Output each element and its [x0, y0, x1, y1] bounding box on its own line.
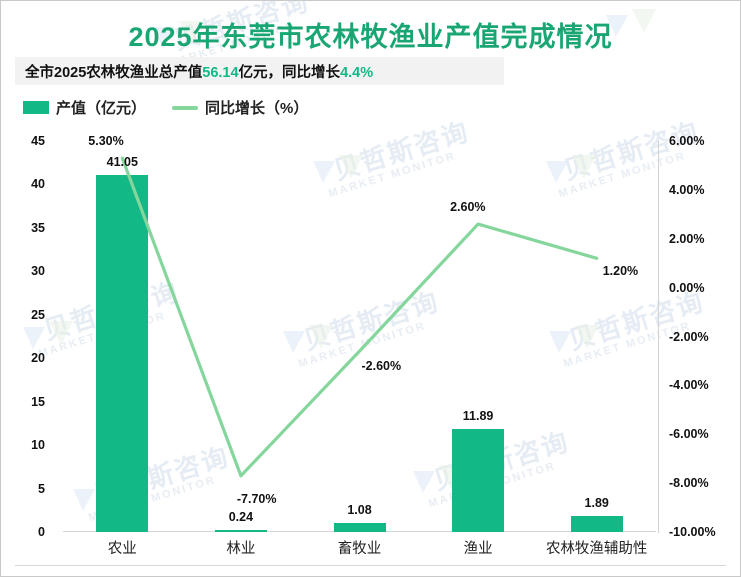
- right-axis-tick: 4.00%: [669, 182, 705, 197]
- growth-value-label: -2.60%: [361, 359, 402, 374]
- legend-line-swatch-icon: [172, 105, 199, 110]
- right-axis-tick: -4.00%: [669, 378, 709, 393]
- growth-line-series: [120, 156, 599, 478]
- growth-value-label: -7.70%: [236, 491, 277, 506]
- growth-value-label: 2.60%: [450, 200, 486, 215]
- left-axis-tick: 25: [31, 307, 45, 322]
- right-axis-tick: 0.00%: [669, 280, 705, 295]
- bar-value-label: 0.24: [228, 509, 254, 524]
- bar-value-label: 11.89: [462, 408, 494, 423]
- legend-item-bar[interactable]: 产值（亿元）: [23, 97, 146, 118]
- legend-bar-swatch-icon: [23, 101, 49, 114]
- left-axis-tick: 45: [31, 134, 45, 148]
- bar-畜牧业[interactable]: [333, 522, 386, 532]
- left-axis-tick: 15: [31, 394, 45, 409]
- left-axis-tick: 20: [31, 351, 45, 366]
- left-axis-tick: 30: [31, 264, 45, 279]
- bar-林业[interactable]: [214, 529, 267, 532]
- plot-area: 41.05 0.24 1.08 11.89 1.89 5.30% -7.70% -2.60% 2…: [63, 134, 656, 532]
- bar-value-label: 1.08: [347, 502, 372, 517]
- bar-value-label: 1.89: [584, 495, 609, 510]
- x-axis-label-畜牧业: 畜牧业: [337, 541, 382, 557]
- legend-label-bar: 产值（亿元）: [56, 100, 147, 117]
- x-axis-label-农林牧渔辅助性: 农林牧渔辅助性: [545, 541, 648, 557]
- x-axis-labels: 农业 林业 畜牧业 渔业 农林牧渔辅助性: [63, 537, 656, 567]
- growth-line-path: [120, 156, 599, 478]
- growth-value-label: 5.30%: [88, 134, 124, 149]
- subtitle-text: 全市2025农林牧渔业总产值56.14亿元，同比增长4.4%: [25, 61, 373, 82]
- legend-label-line: 同比增长（%）: [205, 100, 309, 117]
- x-axis-label-渔业: 渔业: [463, 541, 493, 557]
- subtitle-prefix: 全市2025农林牧渔业总产值: [25, 64, 203, 81]
- left-axis-tick: 35: [31, 220, 45, 235]
- right-axis-tick: -6.00%: [669, 427, 709, 442]
- right-axis-tick: -10.00%: [669, 525, 716, 539]
- left-y-axis: 45 40 35 30 25 20 15 10 5 0: [1, 134, 53, 539]
- left-axis-tick: 0: [38, 525, 45, 539]
- right-axis-tick: 2.00%: [669, 231, 705, 246]
- left-axis-tick: 5: [38, 481, 45, 496]
- bar-value-label: 41.05: [106, 155, 138, 170]
- subtitle-total-value: 56.14: [202, 64, 239, 81]
- left-axis-tick: 10: [31, 438, 45, 453]
- right-axis-tick: 6.00%: [669, 134, 705, 148]
- legend-item-line[interactable]: 同比增长（%）: [172, 97, 308, 118]
- chart-legend: 产值（亿元） 同比增长（%）: [23, 97, 308, 118]
- x-axis-label-林业: 林业: [226, 541, 256, 557]
- subtitle-band: 全市2025农林牧渔业总产值56.14亿元，同比增长4.4%: [15, 57, 504, 85]
- right-axis-tick: -8.00%: [669, 476, 709, 491]
- bottom-divider: [15, 565, 726, 566]
- right-axis-tick: -2.00%: [669, 329, 709, 344]
- page-title: 2025年东莞市农林牧渔业产值完成情况: [128, 22, 613, 52]
- growth-value-label: 1.20%: [602, 264, 639, 279]
- bar-农林牧渔辅助性[interactable]: [570, 515, 623, 532]
- bar-农业[interactable]: [96, 175, 149, 532]
- subtitle-middle: 亿元，同比增长: [238, 64, 341, 81]
- left-axis-tick: 40: [31, 177, 45, 192]
- axis-divider: [658, 141, 659, 533]
- right-y-axis: 6.00% 4.00% 2.00% 0.00% -2.00% -4.00% -6.00% -8…: [665, 134, 739, 539]
- subtitle-growth-value: 4.4%: [340, 64, 374, 81]
- x-axis-label-农业: 农业: [107, 541, 137, 557]
